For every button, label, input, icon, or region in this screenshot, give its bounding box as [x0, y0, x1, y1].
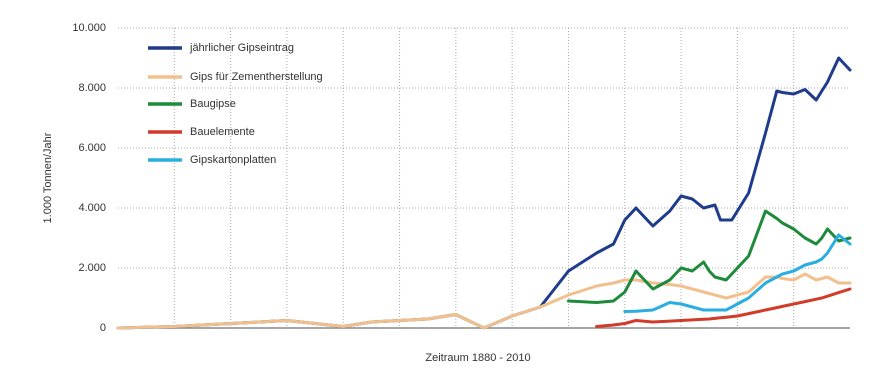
x-axis-title: Zeitraum 1880 - 2010	[425, 352, 530, 364]
series-line	[567, 209, 852, 304]
y-tick-label: 10.000	[72, 22, 106, 34]
series-line	[623, 233, 852, 313]
legend-label: Baugipse	[190, 98, 236, 110]
y-tick-label: 0	[100, 322, 106, 334]
y-tick-label: 2.000	[78, 262, 106, 274]
y-tick-label: 8.000	[78, 82, 106, 94]
y-tick-label: 6.000	[78, 142, 106, 154]
y-tick-label: 4.000	[78, 202, 106, 214]
legend-label: Bauelemente	[190, 126, 255, 138]
series-line	[595, 287, 852, 328]
legend-label: Gipskartonplatten	[190, 154, 276, 166]
series-line	[116, 272, 852, 330]
y-axis-title: 1.000 Tonnen/Jahr	[42, 132, 54, 223]
legend-label: Gips für Zementherstellung	[190, 71, 323, 83]
legend-label: jährlicher Gipseintrag	[189, 42, 294, 54]
